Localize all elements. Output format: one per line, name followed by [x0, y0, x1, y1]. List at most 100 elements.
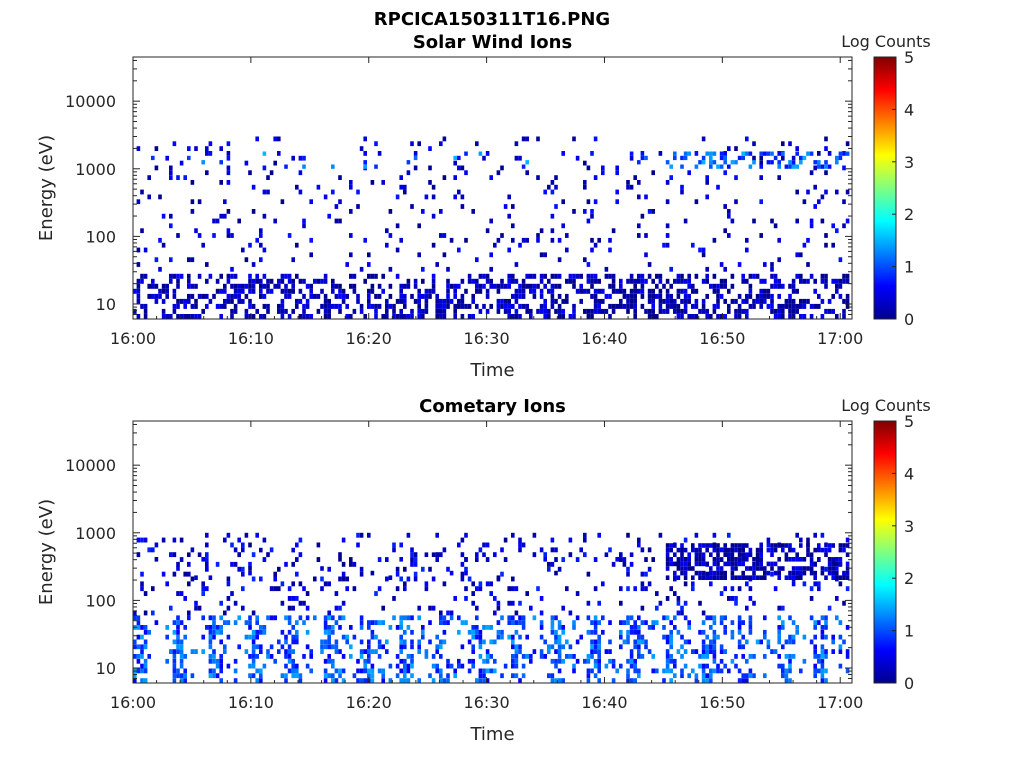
heatmap-cell — [694, 273, 699, 279]
heatmap-cell — [496, 605, 501, 611]
heatmap-cell — [741, 678, 745, 683]
heatmap-cell — [806, 237, 810, 243]
heatmap-cell — [460, 194, 465, 200]
heatmap-cell — [251, 283, 256, 289]
heatmap-cell — [370, 663, 375, 669]
heatmap-cell — [788, 615, 792, 621]
heatmap-cell — [773, 283, 778, 289]
heatmap-cell — [784, 575, 789, 580]
heatmap-cell — [392, 308, 396, 314]
heatmap-cell — [320, 644, 324, 650]
heatmap-cell — [831, 575, 835, 580]
heatmap-cell — [550, 561, 555, 567]
heatmap-cell — [723, 575, 727, 580]
heatmap-cell — [554, 283, 558, 289]
heatmap-cell — [626, 180, 630, 185]
heatmap-cell — [597, 288, 601, 294]
heatmap-cell — [755, 639, 760, 645]
heatmap-cell — [719, 557, 724, 562]
heatmap-cell — [208, 625, 213, 630]
y-tick-label: 10000 — [65, 92, 116, 111]
heatmap-cell — [493, 242, 497, 248]
heatmap-cell — [363, 678, 367, 683]
heatmap-cell — [727, 308, 731, 314]
heatmap-cell — [208, 151, 213, 156]
heatmap-cell — [752, 673, 756, 679]
heatmap-cell — [637, 223, 641, 229]
heatmap-cell — [197, 605, 202, 611]
heatmap-cell — [669, 175, 673, 180]
heatmap-cell — [802, 242, 807, 248]
heatmap-cell — [417, 293, 421, 299]
heatmap-cell — [323, 581, 328, 587]
heatmap-cell — [320, 586, 324, 592]
heatmap-cell — [514, 610, 519, 616]
heatmap-cell — [590, 629, 594, 635]
heatmap-cell — [226, 581, 231, 587]
heatmap-cell — [719, 547, 724, 553]
heatmap-cell — [133, 610, 137, 616]
heatmap-cell — [158, 266, 162, 272]
heatmap-cell — [644, 155, 648, 161]
heatmap-cell — [691, 543, 695, 548]
heatmap-cell — [388, 663, 393, 669]
heatmap-cell — [280, 278, 285, 284]
heatmap-cell — [453, 155, 457, 161]
heatmap-cell — [169, 552, 173, 558]
heatmap-cell — [237, 537, 241, 543]
heatmap-cell — [154, 283, 159, 289]
heatmap-cell — [417, 223, 421, 229]
heatmap-cell — [701, 610, 706, 616]
heatmap-cell — [205, 303, 209, 309]
heatmap-cell — [259, 278, 263, 284]
heatmap-cell — [169, 170, 173, 176]
heatmap-cell — [698, 308, 702, 314]
heatmap-cell — [205, 278, 209, 284]
heatmap-cell — [748, 566, 753, 571]
heatmap-cell — [633, 629, 637, 635]
heatmap-cell — [215, 278, 220, 284]
y-axis-label: Energy (eV) — [36, 499, 57, 605]
heatmap-cell — [838, 278, 843, 284]
heatmap-cell — [773, 308, 778, 314]
heatmap-cell — [820, 194, 825, 200]
heatmap-cell — [273, 615, 277, 621]
heatmap-cell — [136, 199, 141, 205]
heatmap-cell — [554, 634, 558, 640]
heatmap-cell — [507, 634, 511, 640]
heatmap-cell — [554, 204, 558, 209]
heatmap-cell — [251, 576, 256, 582]
heatmap-cell — [705, 615, 709, 621]
heatmap-cell — [449, 570, 454, 576]
heatmap-cell — [586, 262, 591, 267]
heatmap-cell — [467, 639, 472, 645]
heatmap-cell — [550, 658, 555, 664]
heatmap-cell — [205, 586, 209, 592]
heatmap-cell — [727, 552, 731, 557]
colorbar-tick-label: 3 — [904, 153, 914, 172]
heatmap-cell — [478, 283, 483, 289]
heatmap-cell — [136, 615, 141, 621]
heatmap-cell — [737, 303, 742, 309]
heatmap-cell — [338, 218, 342, 224]
heatmap-cell — [838, 644, 843, 650]
heatmap-cell — [784, 668, 789, 674]
heatmap-cell — [608, 303, 612, 309]
heatmap-cell — [507, 303, 511, 309]
heatmap-cell — [485, 668, 490, 674]
heatmap-cell — [662, 678, 666, 683]
heatmap-cell — [521, 278, 526, 284]
heatmap-cell — [633, 278, 637, 284]
heatmap-cell — [561, 605, 565, 611]
heatmap-cell — [755, 547, 760, 553]
heatmap-cell — [287, 278, 292, 284]
heatmap-cell — [417, 298, 421, 304]
heatmap-cell — [457, 247, 461, 253]
heatmap-cell — [320, 303, 324, 309]
heatmap-cell — [817, 668, 821, 674]
heatmap-cell — [341, 537, 346, 543]
heatmap-cell — [673, 673, 677, 679]
heatmap-cell — [471, 591, 475, 596]
heatmap-cell — [557, 293, 562, 299]
heatmap-cell — [172, 668, 177, 674]
